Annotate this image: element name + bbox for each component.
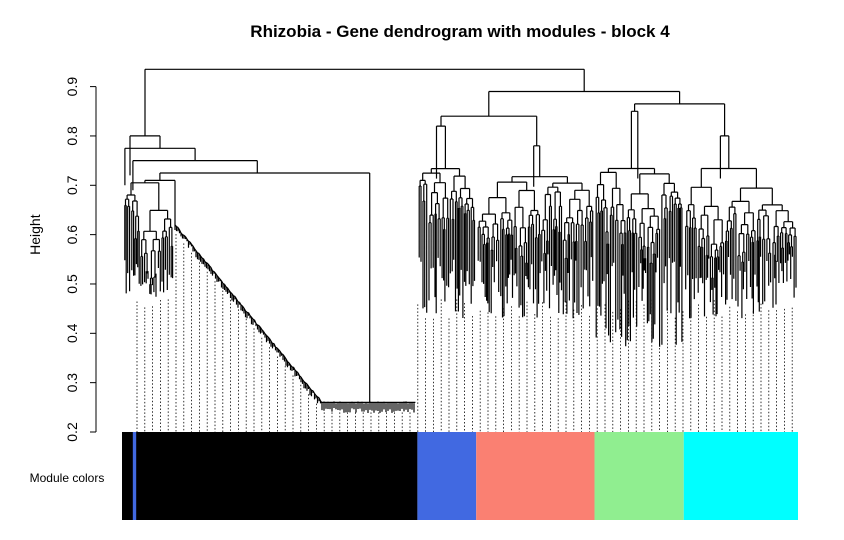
y-tick-label: 0.8	[64, 126, 80, 146]
y-tick-label: 0.9	[64, 77, 80, 97]
y-axis-title: Height	[27, 214, 43, 255]
y-tick-label: 0.3	[64, 373, 80, 393]
module-color-black	[122, 432, 418, 520]
dendrogram	[124, 68, 797, 413]
module-color-royalblue	[417, 432, 477, 520]
module-color-bar	[122, 432, 798, 520]
module-colors-label: Module colors	[30, 471, 105, 485]
y-tick-label: 0.5	[64, 274, 80, 294]
leaf-guide-line	[136, 234, 793, 432]
module-stripe-royalblue	[132, 432, 137, 520]
y-tick-label: 0.7	[64, 175, 80, 195]
y-tick-label: 0.4	[64, 323, 80, 343]
y-tick-label: 0.6	[64, 225, 80, 245]
y-tick-label: 0.2	[64, 422, 80, 442]
y-axis: 0.2 0.3 0.4 0.5 0.6 0.7 0.8 0.9	[64, 77, 97, 442]
chart-title: Rhizobia - Gene dendrogram with modules …	[250, 22, 670, 41]
module-color-salmon	[476, 432, 595, 520]
dendrogram-branches	[124, 68, 797, 413]
module-color-cyan	[683, 432, 798, 520]
module-color-lightgreen	[594, 432, 684, 520]
leaf-guide-lines	[136, 234, 793, 432]
